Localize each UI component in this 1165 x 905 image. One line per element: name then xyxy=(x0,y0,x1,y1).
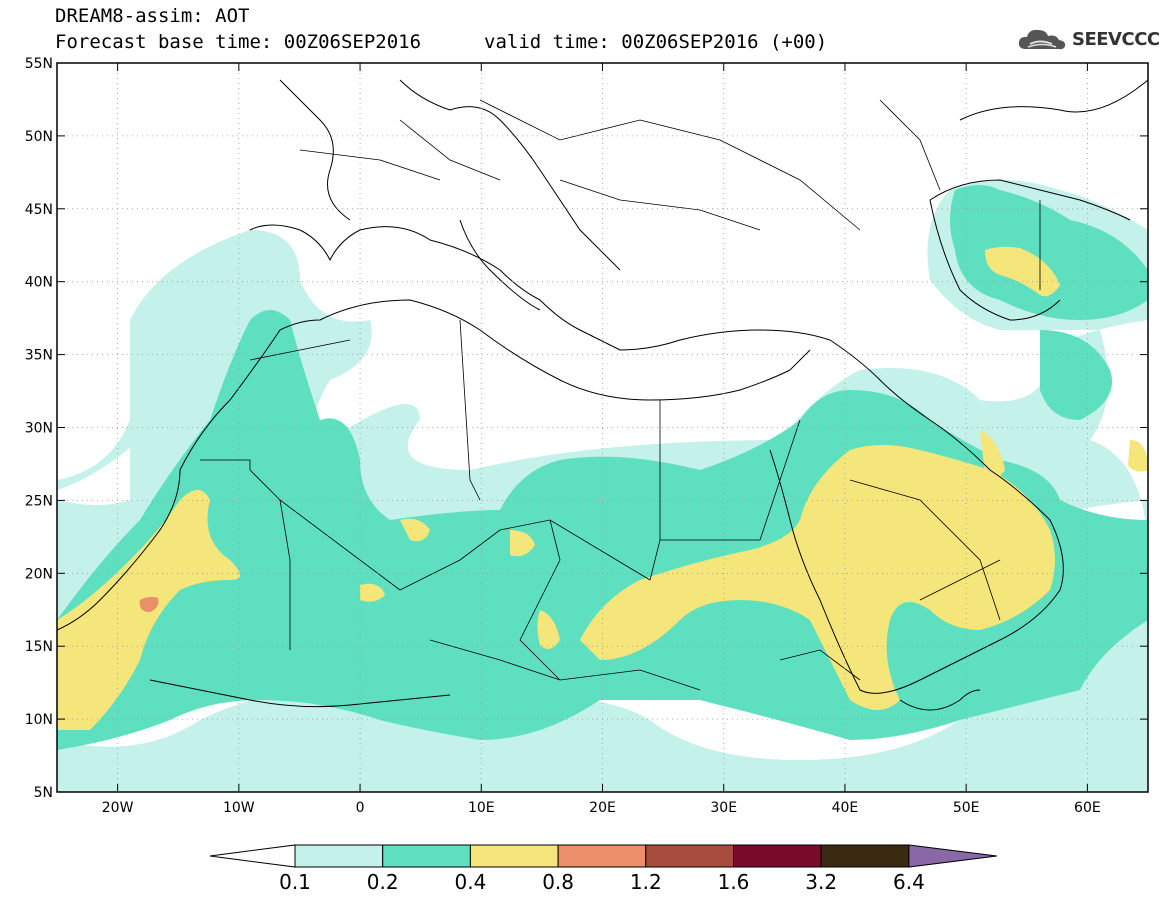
dust-field xyxy=(57,180,1148,792)
colorbar-level-label: 1.2 xyxy=(630,870,662,894)
lat-tick-label: 15N xyxy=(25,639,53,655)
lon-tick-label: 0 xyxy=(356,800,365,816)
colorbar-swatch xyxy=(469,844,559,868)
coastlines xyxy=(57,79,1148,711)
cloud-logo-icon xyxy=(1018,29,1066,50)
lat-tick-label: 35N xyxy=(25,348,53,364)
map-title: DREAM8-assim: AOT xyxy=(55,5,250,27)
aot-band-0.8 xyxy=(139,596,159,612)
lat-tick-label: 30N xyxy=(25,421,53,437)
lat-tick-label: 45N xyxy=(25,202,53,218)
lat-tick-label: 25N xyxy=(25,493,53,509)
colorbar-swatch xyxy=(820,844,910,868)
lon-tick-label: 30E xyxy=(710,800,737,816)
colorbar-level-label: 0.8 xyxy=(542,870,574,894)
lat-tick-label: 10N xyxy=(25,712,53,728)
colorbar-level-label: 0.1 xyxy=(279,870,311,894)
lon-tick-label: 60E xyxy=(1074,800,1101,816)
country-borders xyxy=(200,99,1041,691)
latitude-labels: 5N 10N 15N 20N 25N 30N 35N 40N 45N 50N 55N xyxy=(25,56,53,801)
colorbar-swatch xyxy=(294,844,384,868)
forecast-base-time: Forecast base time: 00Z06SEP2016 xyxy=(55,31,422,53)
graticule xyxy=(57,62,1148,793)
colorbar-level-label: 0.2 xyxy=(367,870,399,894)
colorbar-swatch xyxy=(733,844,822,868)
lon-tick-label: 20E xyxy=(589,800,616,816)
lat-tick-label: 40N xyxy=(25,275,53,291)
colorbar-level-label: 3.2 xyxy=(805,870,837,894)
colorbar-level-label: 1.6 xyxy=(718,870,750,894)
lon-tick-label: 20W xyxy=(102,800,134,816)
lon-tick-label: 50E xyxy=(953,800,980,816)
colorbar-level-label: 6.4 xyxy=(893,870,925,894)
lon-tick-label: 40E xyxy=(832,800,859,816)
lon-tick-label: 10E xyxy=(468,800,495,816)
lat-tick-label: 20N xyxy=(25,566,53,582)
colorbar-swatch xyxy=(382,844,471,868)
colorbar-over-triangle xyxy=(908,844,997,868)
lat-tick-label: 5N xyxy=(34,785,53,801)
lat-tick-label: 50N xyxy=(25,129,53,145)
logo-text: SEEVCCC xyxy=(1072,28,1160,50)
colorbar-under-triangle xyxy=(209,844,296,868)
seevccc-logo: SEEVCCC xyxy=(1016,22,1160,56)
colorbar-swatch xyxy=(645,844,734,868)
lon-tick-label: 10W xyxy=(223,800,255,816)
lat-tick-label: 55N xyxy=(25,56,53,72)
valid-time: valid time: 00Z06SEP2016 (+00) xyxy=(484,31,828,53)
colorbar-swatch xyxy=(557,844,647,868)
colorbar-level-label: 0.4 xyxy=(454,870,486,894)
longitude-labels: 20W 10W 0 10E 20E 30E 40E 50E 60E xyxy=(102,800,1101,816)
